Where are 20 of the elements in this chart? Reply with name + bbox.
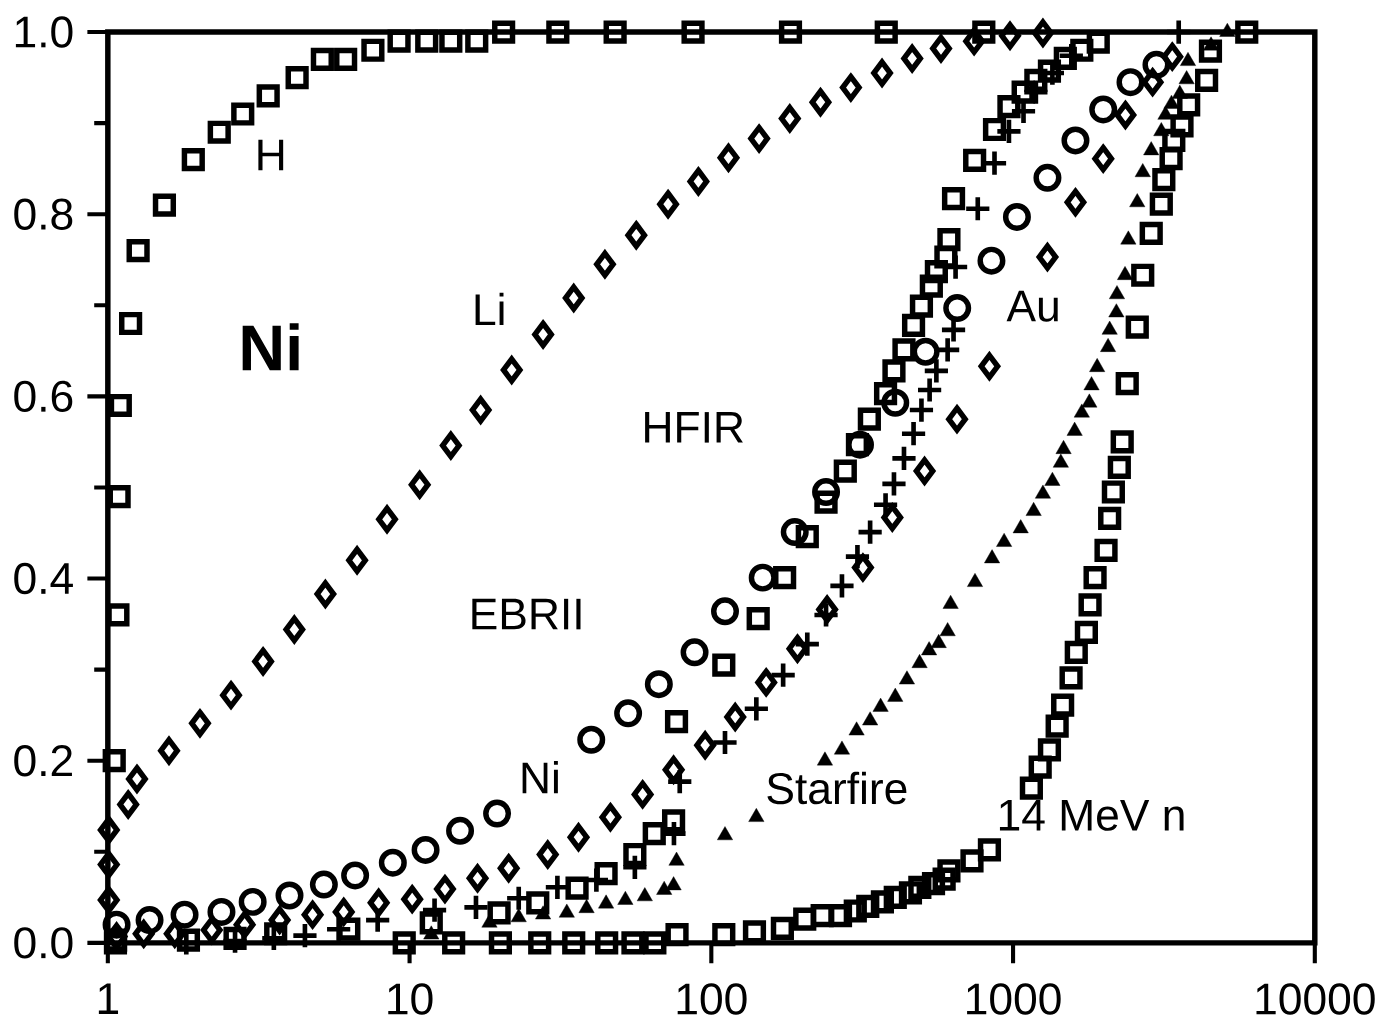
annotation: EBRII [472, 598, 581, 630]
x-tick-label: 1 [98, 983, 119, 1014]
x-tick-label: 100 [677, 983, 747, 1015]
annotation: 14 MeV n [999, 799, 1184, 831]
annotation: Au [1006, 290, 1058, 322]
y-tick-label: 0.0 [14, 927, 73, 959]
y-tick-label: 0.4 [14, 562, 73, 595]
x-tick-label: 10000 [1256, 983, 1375, 1015]
annotation: Li [475, 292, 504, 325]
x-tick-label: 1000 [967, 983, 1061, 1015]
y-tick-label: 0.2 [14, 744, 72, 777]
annotation: Ni [522, 760, 558, 794]
y-tick-label: 0.8 [14, 198, 73, 230]
text: Ni [242, 323, 299, 371]
x-tick-label: 10 [388, 983, 433, 1015]
y-tick-label: 0.6 [14, 380, 73, 412]
annotation: H [258, 139, 284, 171]
annotation: Starfire [767, 771, 907, 805]
y-tick-label: 1.0 [15, 16, 73, 48]
annotation: HFIR [645, 411, 743, 443]
